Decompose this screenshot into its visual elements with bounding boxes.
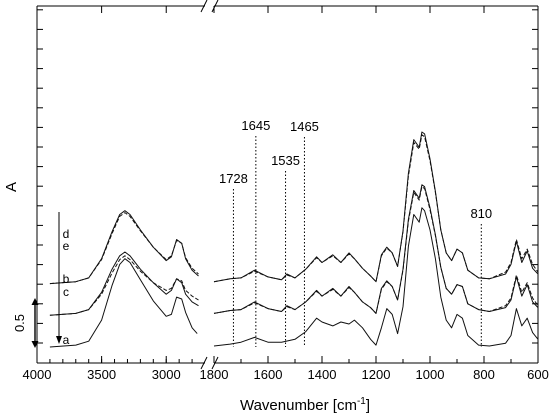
x-tick-label: 1000 [416, 367, 445, 382]
scale-bar-arrow-down [31, 341, 39, 348]
x-tick-label: 800 [473, 367, 495, 382]
axis-break-mark [200, 0, 208, 13]
trace-label-c: c [63, 285, 69, 299]
plot-frame [36, 0, 539, 370]
annotation-1728: 1728 [219, 171, 248, 186]
x-tick-label: 1800 [200, 367, 229, 382]
axis-break-mark [211, 356, 219, 370]
x-tick-label: 1600 [254, 367, 283, 382]
annotation-1465: 1465 [290, 119, 319, 134]
trace-a-segment-1 [49, 258, 198, 348]
trace-label-a: a [63, 333, 70, 347]
spectrum-traces [49, 131, 539, 348]
x-tick-label: 1200 [362, 367, 391, 382]
x-tick-label: 1400 [308, 367, 337, 382]
trace-label-d: d [63, 227, 70, 241]
trace-d-segment-1 [49, 210, 199, 285]
trace-label-e: e [63, 239, 70, 253]
annotation-1645: 1645 [241, 118, 270, 133]
x-tick-label: 3000 [152, 367, 181, 382]
annotation-guide-lines [232, 136, 482, 347]
annotation-1535: 1535 [271, 153, 300, 168]
trace-b-segment-2 [213, 184, 539, 314]
x-axis-title: Wavenumber [cm-1] [240, 396, 370, 414]
x-tick-label: 3500 [87, 367, 116, 382]
trace-a-segment-2 [213, 207, 539, 347]
trace-label-b: b [63, 272, 70, 286]
trace-e-segment-2 [213, 134, 539, 283]
axis-break-mark [200, 356, 208, 370]
trace-c-segment-2 [213, 186, 539, 314]
x-tick-label: 4000 [23, 367, 52, 382]
annotation-810: 810 [470, 206, 492, 221]
axis-break-mark [211, 0, 219, 13]
axis-ticks [36, 6, 539, 363]
order-arrow-head [56, 336, 62, 344]
y-axis-title: A [3, 182, 20, 192]
trace-c-segment-1 [49, 255, 199, 316]
scale-bar-label: 0.5 [12, 314, 27, 332]
scale-bar-arrow-up [31, 298, 39, 305]
text-labels: 4000 3500 3000 1800 1600 1400 1200 1000 800 600 17… [12, 118, 549, 382]
trace-e-segment-1 [49, 212, 199, 285]
trace-b-segment-1 [49, 251, 199, 316]
x-tick-label: 600 [527, 367, 549, 382]
